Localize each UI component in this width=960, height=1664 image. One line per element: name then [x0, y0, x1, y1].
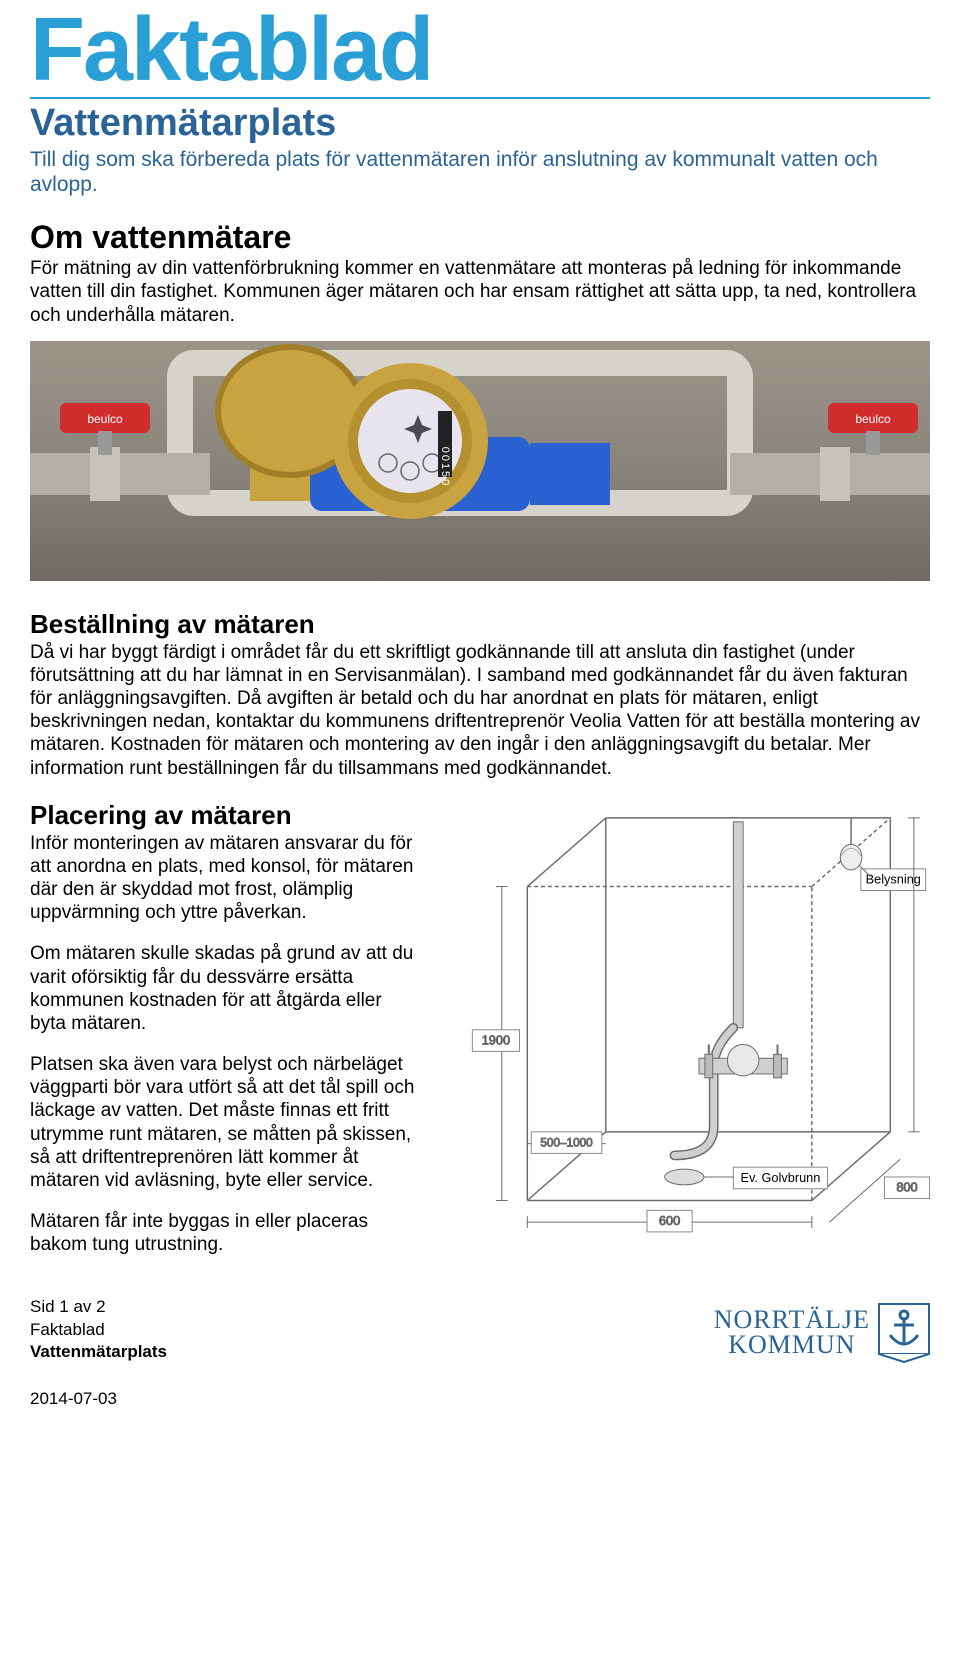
placement-diagram: Belysning: [439, 794, 930, 1244]
heading-bestallning: Beställning av mätaren: [30, 609, 930, 640]
svg-text:600: 600: [659, 1213, 680, 1228]
body-placering-p1: Inför monteringen av mätaren ansvarar du…: [30, 832, 415, 925]
svg-text:800: 800: [897, 1179, 918, 1194]
lightbulb-icon: [841, 818, 863, 870]
svg-text:Belysning: Belysning: [866, 871, 921, 886]
page-main-title: Faktablad: [30, 0, 930, 99]
dim-500-1000: 500–1000: [528, 1132, 606, 1154]
floor-drain-icon: [665, 1169, 704, 1185]
logo-text-line2: KOMMUN: [714, 1333, 870, 1358]
page-footer: Sid 1 av 2 Faktablad Vattenmätarplats NO…: [30, 1296, 930, 1362]
body-om-vattenmatare: För mätning av din vattenförbrukning kom…: [30, 257, 930, 327]
page-subtitle: Vattenmätarplats: [30, 103, 930, 145]
heading-om-vattenmatare: Om vattenmätare: [30, 219, 930, 256]
pipe-left-coupling: [90, 447, 120, 501]
footer-logo: NORRTÄLJE KOMMUN: [714, 1303, 930, 1363]
footer-doc-type: Faktablad: [30, 1319, 167, 1341]
valve-label-right: beulco: [855, 412, 891, 426]
meter-coupling-nut: [530, 443, 610, 505]
heading-placering: Placering av mätaren: [30, 800, 415, 831]
valve-stem-right: [866, 431, 880, 455]
body-placering-p4: Mätaren får inte byggas in eller placera…: [30, 1210, 415, 1256]
body-bestallning: Då vi har byggt färdigt i området får du…: [30, 641, 930, 780]
hero-photo-water-meter: beulco beulco 00150: [30, 341, 930, 581]
meter-counter-reading: 00150: [439, 446, 451, 487]
svg-text:1900: 1900: [482, 1032, 510, 1047]
label-golvbrunn: Ev. Golvbrunn: [704, 1167, 828, 1189]
svg-text:Ev. Golvbrunn: Ev. Golvbrunn: [741, 1170, 821, 1185]
valve-label-left: beulco: [87, 412, 123, 426]
valve-stem-left: [98, 431, 112, 455]
anchor-shield-icon: [878, 1303, 930, 1363]
dim-1900: 1900: [473, 886, 520, 1200]
footer-date: 2014-07-03: [30, 1389, 930, 1409]
svg-text:500–1000: 500–1000: [541, 1136, 594, 1149]
meter-on-pipe-icon: [699, 1044, 787, 1077]
body-placering-p3: Platsen ska även vara belyst och närbelä…: [30, 1053, 415, 1192]
body-placering-p2: Om mätaren skulle skadas på grund av att…: [30, 942, 415, 1035]
pipe-right-coupling: [820, 447, 850, 501]
footer-page-number: Sid 1 av 2: [30, 1296, 167, 1318]
vertical-pipe: [675, 822, 744, 1156]
intro-text: Till dig som ska förbereda plats för vat…: [30, 147, 930, 197]
footer-doc-title: Vattenmätarplats: [30, 1341, 167, 1363]
water-meter-illustration: beulco beulco 00150: [30, 341, 930, 581]
dim-600: 600: [528, 1210, 813, 1232]
label-belysning: Belysning: [859, 865, 926, 891]
